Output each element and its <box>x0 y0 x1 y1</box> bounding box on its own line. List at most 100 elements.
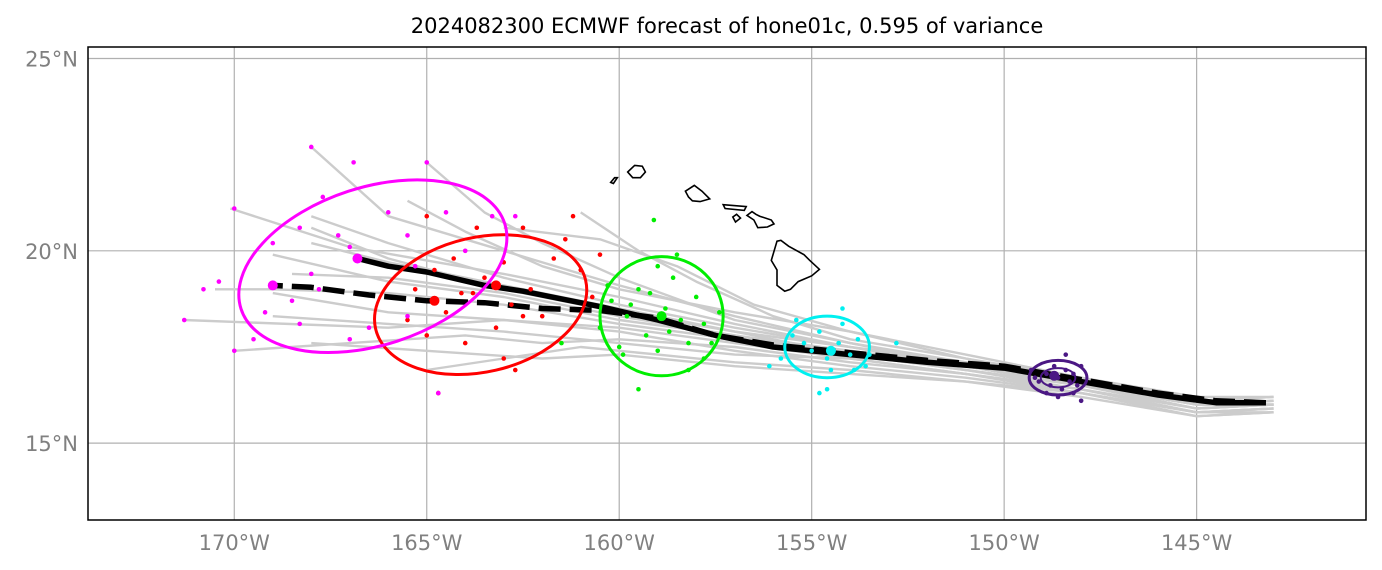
member-point <box>855 336 861 342</box>
ensemble-track <box>230 207 1274 410</box>
island-outline <box>770 239 821 293</box>
ensemble-track <box>272 315 1274 414</box>
island-outline <box>609 176 619 185</box>
member-point <box>489 213 495 219</box>
member-point <box>412 286 418 292</box>
ensemble-track <box>580 211 1274 406</box>
member-point <box>670 275 676 281</box>
member-point <box>412 263 418 269</box>
mean-point <box>429 295 440 306</box>
member-point <box>686 340 691 346</box>
ellipse-group-green <box>559 217 725 392</box>
ensemble-track <box>272 253 1274 406</box>
member-point <box>231 348 237 354</box>
member-point <box>817 390 822 396</box>
member-point <box>693 294 699 300</box>
member-point <box>863 363 868 369</box>
member-point <box>655 348 661 354</box>
member-point <box>424 213 430 219</box>
member-point <box>628 302 634 307</box>
member-point <box>563 236 568 242</box>
x-tick-label: 170°W <box>199 531 271 555</box>
island-outline <box>684 184 712 203</box>
member-point <box>847 352 853 357</box>
member-point <box>636 286 641 292</box>
member-point <box>609 298 614 304</box>
member-point <box>674 252 680 257</box>
mean-track-dashed <box>272 282 1267 406</box>
member-point <box>620 352 626 357</box>
member-point <box>462 340 468 346</box>
member-point <box>424 160 430 165</box>
member-point <box>624 313 630 319</box>
member-point <box>366 325 372 331</box>
member-point <box>551 256 557 261</box>
ensemble-track <box>310 215 1274 402</box>
member-point <box>462 248 468 254</box>
ensemble-track <box>311 341 1274 418</box>
member-point <box>451 256 456 261</box>
member-point <box>308 271 314 277</box>
member-point <box>836 340 841 346</box>
ellipse-group-cyan <box>767 306 899 396</box>
member-point <box>470 290 476 296</box>
member-point <box>801 340 807 346</box>
uncertainty-ellipse <box>373 233 589 377</box>
island-outline <box>731 213 742 224</box>
member-point <box>181 317 187 323</box>
mean-point <box>1049 370 1060 381</box>
y-tick-label: 25°N <box>25 48 78 72</box>
member-point <box>251 336 256 342</box>
member-point <box>482 275 487 281</box>
member-point <box>1063 352 1069 357</box>
member-point <box>493 325 499 331</box>
member-point <box>297 321 303 327</box>
member-point <box>655 263 661 269</box>
hawaii-islands <box>609 164 821 293</box>
member-point <box>231 206 237 211</box>
uncertainty-ellipse <box>598 255 725 378</box>
member-point <box>666 329 672 334</box>
member-point <box>767 363 772 369</box>
member-point <box>559 340 564 346</box>
member-point <box>262 310 268 315</box>
member-point <box>385 210 391 215</box>
member-point <box>459 290 464 296</box>
member-point <box>289 298 295 304</box>
mean-tracks <box>272 255 1267 406</box>
x-tick-label: 145°W <box>1161 531 1233 555</box>
member-point <box>663 306 668 311</box>
ensemble-tracks <box>184 146 1274 418</box>
member-point <box>351 160 356 165</box>
member-point <box>297 225 303 231</box>
member-point <box>1074 383 1080 388</box>
member-point <box>1032 375 1038 381</box>
gridlines <box>88 47 1366 520</box>
member-point <box>512 367 518 373</box>
ellipse-group-magenta <box>181 144 518 396</box>
member-point <box>678 317 684 323</box>
member-point <box>709 340 714 346</box>
mean-point <box>491 280 502 291</box>
member-point <box>817 329 822 334</box>
member-point <box>405 233 410 238</box>
member-point <box>509 302 514 307</box>
tick-labels: 170°W 165°W 160°W 155°W 150°W 145°W 15°N 20°N 25… <box>25 48 1232 555</box>
member-point <box>405 313 410 319</box>
y-tick-label: 20°N <box>25 240 78 264</box>
member-point <box>201 286 206 292</box>
member-point <box>597 252 603 257</box>
member-point <box>1036 379 1042 384</box>
member-point <box>840 306 845 311</box>
uncertainty-ellipse <box>1027 358 1089 397</box>
member-point <box>435 390 441 396</box>
member-point <box>570 213 576 219</box>
member-point <box>809 348 814 354</box>
map-frame <box>87 46 1367 521</box>
member-point <box>270 240 276 246</box>
mean-point <box>267 280 278 291</box>
member-point <box>512 213 518 219</box>
member-point <box>824 386 830 392</box>
member-point <box>443 310 449 315</box>
